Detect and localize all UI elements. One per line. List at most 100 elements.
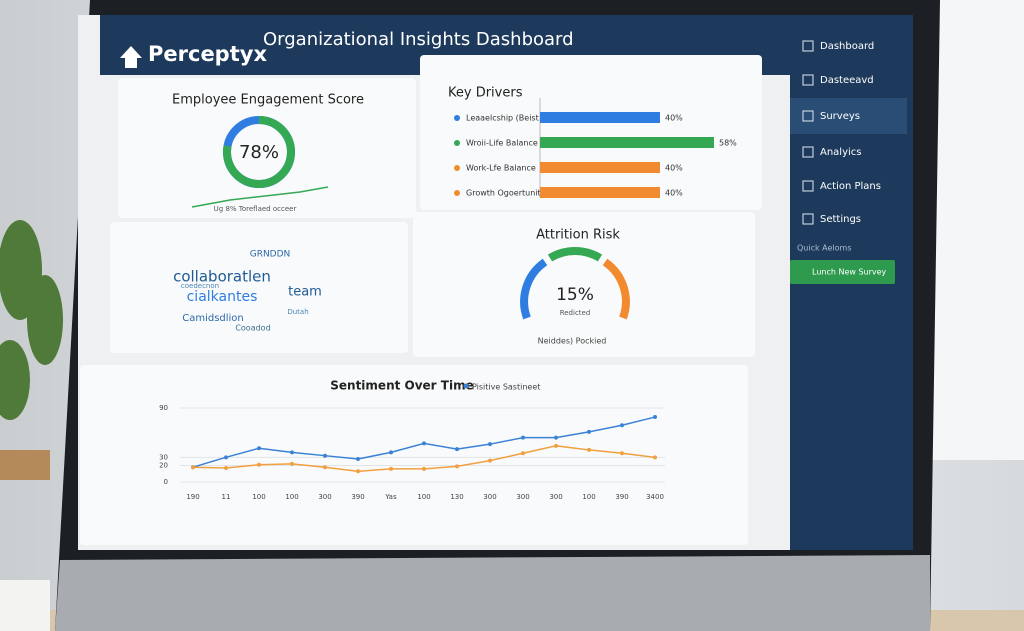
point xyxy=(257,462,261,467)
cloud-word: collaboratlen xyxy=(173,268,271,286)
cloud-word: coedecnon xyxy=(181,282,219,290)
nav-item[interactable]: Action Plans xyxy=(820,181,881,192)
point xyxy=(422,466,426,471)
nav-active xyxy=(790,98,907,134)
cloud-word: Camidsdlion xyxy=(182,313,244,324)
bar xyxy=(540,187,660,198)
cloud-word: cialkantes xyxy=(187,289,258,305)
card-title: Employee Engagement Score xyxy=(172,93,364,108)
nav-item[interactable]: Settings xyxy=(820,214,861,225)
point xyxy=(455,464,459,469)
legend-dot xyxy=(454,140,460,146)
button[interactable] xyxy=(790,260,895,284)
x-tick-label: 300 xyxy=(483,493,496,501)
point xyxy=(587,429,591,434)
nav-icon xyxy=(802,213,814,225)
card xyxy=(118,78,416,218)
x-tick-label: 390 xyxy=(351,493,364,501)
gauge-footer: Neiddes) Pockied xyxy=(538,337,607,346)
bar-label: 58% xyxy=(719,139,737,148)
bar-label: 40% xyxy=(665,114,683,123)
point xyxy=(356,456,360,461)
x-tick-label: 100 xyxy=(417,493,430,501)
y-tick-label: 0 xyxy=(164,478,168,486)
legend-label: Pisitive Sastineet xyxy=(472,383,540,392)
button-label[interactable]: Lunch New Survey xyxy=(812,268,887,277)
driver-label: Leaaelcship (Beist xyxy=(466,114,539,123)
point xyxy=(389,466,393,471)
nav-icon xyxy=(802,40,814,52)
caption: Ug 8% Toreflaed occeer xyxy=(214,205,297,213)
card xyxy=(110,222,408,353)
cloud-word: Dutah xyxy=(287,308,308,316)
chart-title: Sentiment Over Time xyxy=(330,379,473,393)
x-tick-label: 100 xyxy=(285,493,298,501)
point xyxy=(521,451,525,456)
point xyxy=(224,466,228,471)
bar-label: 40% xyxy=(665,164,683,173)
point xyxy=(620,451,624,456)
gauge-caption: Redicted xyxy=(560,309,591,317)
cloud-word: team xyxy=(288,285,322,300)
bar xyxy=(540,137,714,148)
driver-label: Wroii-Life Balance xyxy=(466,139,538,148)
y-tick-label: 30 xyxy=(159,453,168,461)
point xyxy=(488,442,492,447)
cloud-word: Cooadod xyxy=(235,324,270,333)
bar xyxy=(540,112,660,123)
donut-arc xyxy=(223,116,295,188)
nav-item[interactable]: Dasteeavd xyxy=(820,75,874,86)
legend-dot xyxy=(454,190,460,196)
x-tick-label: 100 xyxy=(582,493,595,501)
point xyxy=(620,423,624,428)
point xyxy=(290,450,294,455)
window xyxy=(930,0,1024,460)
point xyxy=(488,458,492,463)
point xyxy=(257,446,261,451)
point xyxy=(290,461,294,466)
point xyxy=(521,435,525,440)
nav-item[interactable]: Analyics xyxy=(820,147,862,158)
point xyxy=(191,465,195,470)
point xyxy=(323,453,327,458)
point xyxy=(653,455,657,460)
x-tick-label: 100 xyxy=(252,493,265,501)
point xyxy=(389,450,393,455)
gauge-arc xyxy=(520,258,548,320)
section-label: Quick Aeloms xyxy=(797,244,852,253)
gauge-arc xyxy=(547,246,603,262)
nav-icon xyxy=(802,146,814,158)
card xyxy=(413,212,755,357)
y-tick-label: 20 xyxy=(159,462,168,470)
sparkline xyxy=(191,186,329,208)
nav-icon xyxy=(802,110,814,122)
point xyxy=(422,441,426,446)
logo xyxy=(120,46,142,68)
brand: Perceptyx xyxy=(148,42,267,66)
point xyxy=(323,465,327,470)
x-tick-label: Yas xyxy=(384,493,397,501)
nav-icon xyxy=(802,74,814,86)
x-tick-label: 300 xyxy=(516,493,529,501)
nav-item[interactable]: Dashboard xyxy=(820,41,874,52)
legend-dot xyxy=(454,165,460,171)
card-title: Attrition Risk xyxy=(536,228,620,243)
bar xyxy=(540,162,660,173)
gauge-value: 15% xyxy=(556,285,594,305)
driver-label: Growth Ogoertunities xyxy=(466,189,552,198)
x-tick-label: 390 xyxy=(615,493,628,501)
nav-item[interactable]: Surveys xyxy=(820,111,860,122)
point xyxy=(356,469,360,474)
card xyxy=(80,365,748,545)
cloud-word: GRNDDN xyxy=(250,250,291,260)
plant xyxy=(0,220,63,420)
x-tick-label: 130 xyxy=(450,493,463,501)
x-tick-label: 3400 xyxy=(646,493,664,501)
bar-label: 40% xyxy=(665,189,683,198)
x-tick-label: 300 xyxy=(549,493,562,501)
point xyxy=(587,447,591,452)
card xyxy=(420,55,762,210)
y-tick-label: 90 xyxy=(159,404,168,412)
donut-value: 78% xyxy=(239,142,279,163)
driver-label: Work-Lfe Balance xyxy=(466,164,536,173)
